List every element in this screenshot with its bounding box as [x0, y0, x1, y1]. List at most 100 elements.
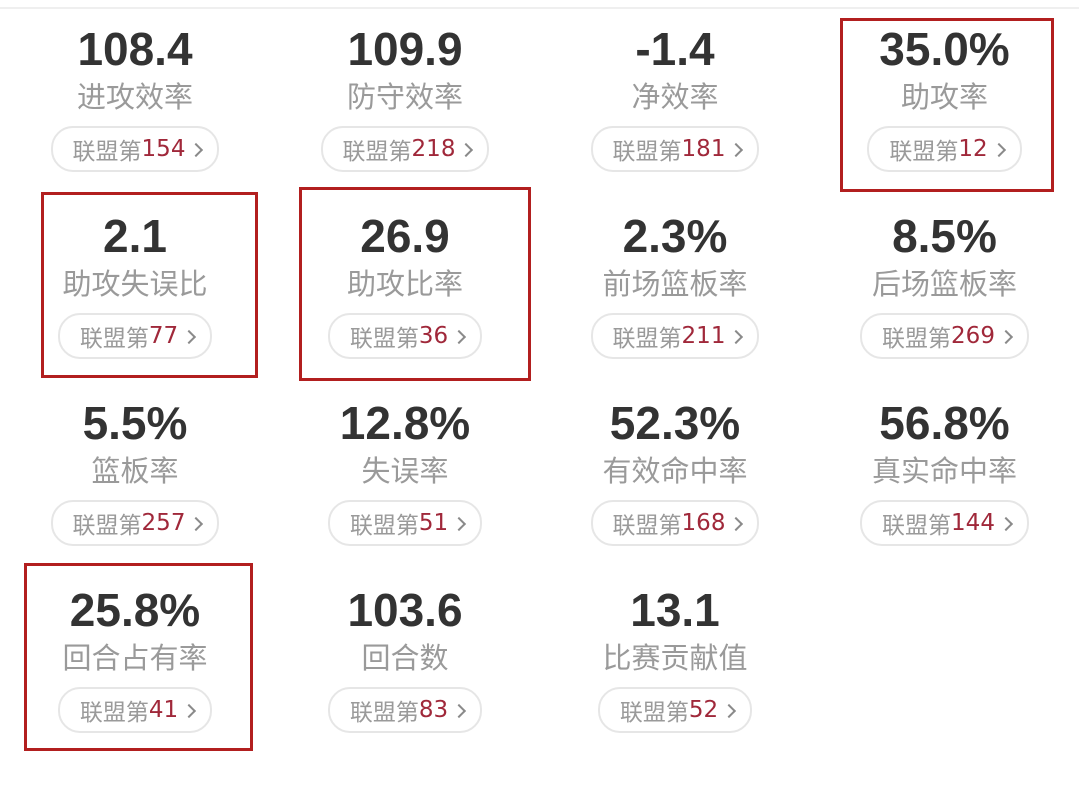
rank-prefix: 联盟第 — [72, 513, 142, 539]
league-rank-button[interactable]: 联盟第 52 — [597, 687, 753, 733]
stat-label: 防守效率 — [346, 80, 463, 114]
stat-label: 后场篮板率 — [871, 267, 1017, 301]
stat-value: 13.1 — [630, 584, 720, 636]
rank-number: 83 — [418, 697, 449, 723]
chevron-right-icon — [459, 142, 474, 157]
chevron-right-icon — [452, 329, 467, 344]
stat-label: 回合数 — [361, 641, 449, 675]
rank-number: 168 — [681, 510, 726, 536]
stat-cell-assist-percentage: 35.0% 助攻率 联盟第 12 — [810, 18, 1079, 205]
rank-number: 51 — [418, 510, 449, 536]
league-rank-button[interactable]: 联盟第 181 — [590, 126, 760, 172]
league-rank-button[interactable]: 联盟第 36 — [327, 313, 483, 359]
chevron-right-icon — [189, 142, 204, 157]
stats-grid: 108.4 进攻效率 联盟第 154 109.9 防守效率 联盟第 218 -1.4… — [0, 18, 1079, 766]
stat-label: 进攻效率 — [76, 80, 193, 114]
stat-label: 比赛贡献值 — [602, 641, 748, 675]
stat-value: 12.8% — [339, 397, 471, 449]
league-rank-button[interactable]: 联盟第 51 — [327, 500, 483, 546]
stat-cell-offensive-rating: 108.4 进攻效率 联盟第 154 — [0, 18, 270, 205]
rank-prefix: 联盟第 — [612, 326, 682, 352]
chevron-right-icon — [729, 516, 744, 531]
stat-label: 失误率 — [361, 454, 449, 488]
stat-value: 25.8% — [69, 584, 201, 636]
stat-label: 助攻率 — [900, 80, 988, 114]
league-rank-button[interactable]: 联盟第 257 — [50, 500, 220, 546]
league-rank-button[interactable]: 联盟第 211 — [590, 313, 760, 359]
stat-label: 回合占有率 — [62, 641, 208, 675]
stat-cell-usage-rate: 25.8% 回合占有率 联盟第 41 — [0, 579, 270, 766]
chevron-right-icon — [722, 703, 737, 718]
top-divider — [0, 7, 1079, 9]
rank-number: 218 — [411, 136, 456, 162]
league-rank-button[interactable]: 联盟第 41 — [57, 687, 213, 733]
rank-number: 269 — [951, 323, 995, 349]
league-rank-button[interactable]: 联盟第 154 — [50, 126, 220, 172]
rank-prefix: 联盟第 — [79, 700, 149, 726]
stat-value: 108.4 — [77, 23, 193, 75]
stat-value: 5.5% — [82, 397, 188, 449]
stat-label: 真实命中率 — [871, 454, 1017, 488]
league-rank-button[interactable]: 联盟第 83 — [327, 687, 483, 733]
league-rank-button[interactable]: 联盟第 269 — [860, 313, 1029, 359]
stat-label: 助攻比率 — [346, 267, 463, 301]
rank-prefix: 联盟第 — [612, 513, 682, 539]
chevron-right-icon — [189, 516, 204, 531]
stat-cell-turnover-rate: 12.8% 失误率 联盟第 51 — [270, 392, 540, 579]
rank-number: 36 — [418, 323, 449, 349]
league-rank-button[interactable]: 联盟第 144 — [860, 500, 1029, 546]
rank-prefix: 联盟第 — [79, 326, 149, 352]
stat-label: 助攻失误比 — [62, 267, 208, 301]
league-rank-button[interactable]: 联盟第 168 — [590, 500, 760, 546]
rank-prefix: 联盟第 — [349, 700, 419, 726]
rank-number: 41 — [148, 697, 179, 723]
stat-label: 篮板率 — [91, 454, 179, 488]
chevron-right-icon — [998, 329, 1014, 344]
stat-cell-possessions: 103.6 回合数 联盟第 83 — [270, 579, 540, 766]
chevron-right-icon — [998, 516, 1014, 531]
stat-value: 103.6 — [347, 584, 463, 636]
stat-value: 2.1 — [103, 210, 167, 262]
stat-value: 56.8% — [879, 397, 1010, 449]
rank-prefix: 联盟第 — [882, 513, 952, 539]
rank-prefix: 联盟第 — [889, 139, 959, 165]
chevron-right-icon — [729, 329, 744, 344]
stat-value: 52.3% — [609, 397, 741, 449]
stat-cell-assist-turnover-ratio: 2.1 助攻失误比 联盟第 77 — [0, 205, 270, 392]
league-rank-button[interactable]: 联盟第 12 — [867, 126, 1022, 172]
rank-number: 181 — [681, 136, 726, 162]
rank-number: 77 — [148, 323, 179, 349]
rank-number: 257 — [141, 510, 186, 536]
rank-prefix: 联盟第 — [619, 700, 689, 726]
rank-prefix: 联盟第 — [342, 139, 412, 165]
rank-number: 144 — [951, 510, 995, 536]
stat-cell-defensive-rebound-rate: 8.5% 后场篮板率 联盟第 269 — [810, 205, 1079, 392]
stat-cell-defensive-rating: 109.9 防守效率 联盟第 218 — [270, 18, 540, 205]
league-rank-button[interactable]: 联盟第 218 — [320, 126, 490, 172]
rank-number: 12 — [958, 136, 988, 162]
stat-label: 有效命中率 — [602, 454, 748, 488]
stat-value: 35.0% — [879, 23, 1010, 75]
stat-value: 8.5% — [892, 210, 997, 262]
rank-prefix: 联盟第 — [612, 139, 682, 165]
rank-prefix: 联盟第 — [882, 326, 952, 352]
chevron-right-icon — [452, 703, 467, 718]
rank-prefix: 联盟第 — [72, 139, 142, 165]
rank-number: 52 — [688, 697, 719, 723]
stat-value: 109.9 — [347, 23, 463, 75]
stat-label: 净效率 — [631, 80, 719, 114]
stat-cell-game-score: 13.1 比赛贡献值 联盟第 52 — [540, 579, 810, 766]
league-rank-button[interactable]: 联盟第 77 — [57, 313, 213, 359]
rank-number: 211 — [681, 323, 726, 349]
chevron-right-icon — [729, 142, 744, 157]
rank-number: 154 — [141, 136, 186, 162]
stat-cell-offensive-rebound-rate: 2.3% 前场篮板率 联盟第 211 — [540, 205, 810, 392]
stat-cell-true-shooting-pct: 56.8% 真实命中率 联盟第 144 — [810, 392, 1079, 579]
stat-cell-net-rating: -1.4 净效率 联盟第 181 — [540, 18, 810, 205]
rank-prefix: 联盟第 — [349, 326, 419, 352]
stat-value: 26.9 — [360, 210, 450, 262]
chevron-right-icon — [452, 516, 467, 531]
chevron-right-icon — [182, 703, 197, 718]
chevron-right-icon — [991, 142, 1006, 157]
stat-value: -1.4 — [635, 23, 715, 75]
